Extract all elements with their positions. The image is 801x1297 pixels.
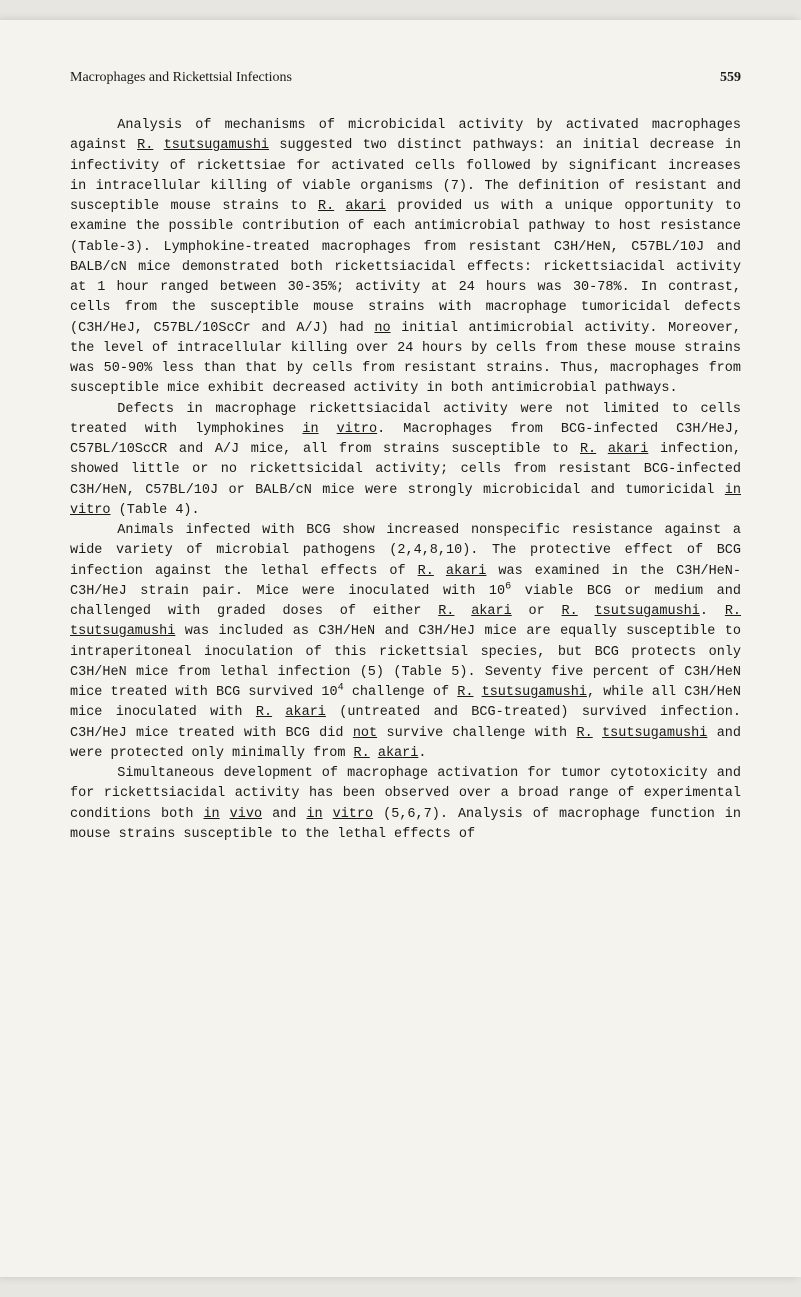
page-header: Macrophages and Rickettsial Infections 5… (70, 70, 741, 86)
underlined-text: R. (256, 705, 272, 720)
underlined-text: no (374, 321, 390, 336)
underlined-text: tsutsugamushi (595, 604, 700, 619)
underlined-text: vitro (333, 807, 374, 822)
page-number: 559 (720, 70, 741, 86)
underlined-text: akari (378, 746, 419, 761)
underlined-text: R. (354, 746, 370, 761)
underlined-text: R. (137, 138, 153, 153)
underlined-text: akari (346, 199, 387, 214)
underlined-text: R. (725, 604, 741, 619)
paragraph: Defects in macrophage rickettsiacidal ac… (70, 400, 741, 522)
underlined-text: akari (471, 604, 512, 619)
underlined-text: tsutsugamushi (70, 624, 175, 639)
underlined-text: tsutsugamushi (482, 685, 587, 700)
running-title: Macrophages and Rickettsial Infections (70, 70, 292, 86)
underlined-text: in (203, 807, 219, 822)
document-page: Macrophages and Rickettsial Infections 5… (0, 20, 801, 1277)
underlined-text: not (353, 726, 377, 741)
underlined-text: R. (418, 564, 434, 579)
underlined-text: R. (577, 726, 593, 741)
underlined-text: vitro (70, 503, 111, 518)
underlined-text: R. (562, 604, 578, 619)
underlined-text: R. (438, 604, 454, 619)
underlined-text: in (725, 483, 741, 498)
paragraph: Animals infected with BCG show increased… (70, 521, 741, 764)
body-text: Analysis of mechanisms of microbicidal a… (70, 116, 741, 845)
underlined-text: R. (457, 685, 473, 700)
underlined-text: in (306, 807, 322, 822)
underlined-text: akari (608, 442, 649, 457)
paragraph: Simultaneous development of macrophage a… (70, 764, 741, 845)
underlined-text: R. (318, 199, 334, 214)
underlined-text: vitro (337, 422, 378, 437)
underlined-text: akari (285, 705, 326, 720)
superscript: 4 (338, 683, 344, 694)
underlined-text: tsutsugamushi (164, 138, 269, 153)
superscript: 6 (505, 581, 511, 592)
underlined-text: R. (580, 442, 596, 457)
underlined-text: tsutsugamushi (602, 726, 707, 741)
underlined-text: akari (446, 564, 487, 579)
underlined-text: in (302, 422, 318, 437)
paragraph: Analysis of mechanisms of microbicidal a… (70, 116, 741, 400)
underlined-text: vivo (230, 807, 262, 822)
